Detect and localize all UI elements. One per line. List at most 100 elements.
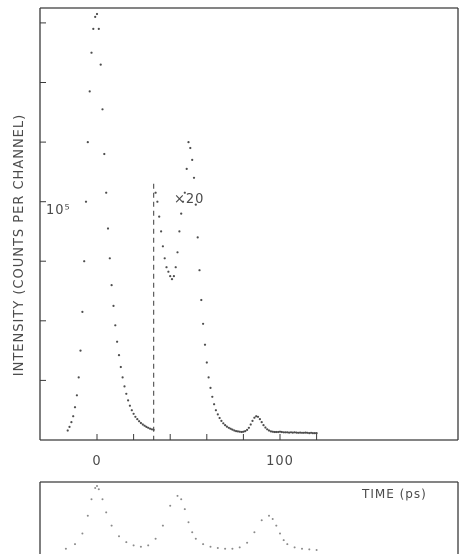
- data-point-x20: [266, 428, 269, 431]
- data-point: [112, 304, 115, 307]
- data-point-x20: [161, 245, 164, 248]
- data-point-x20: [189, 146, 192, 150]
- data-point-x20: [156, 200, 159, 203]
- data-point-x20: [209, 386, 212, 389]
- data-point: [101, 108, 104, 111]
- data-point-x20: [286, 431, 289, 434]
- data-point-x20: [251, 419, 254, 422]
- data-point-x20: [269, 430, 272, 433]
- data-point-x20: [231, 428, 234, 431]
- data-point-x20: [238, 430, 241, 433]
- reference-point: [216, 547, 219, 549]
- data-point: [97, 27, 100, 30]
- data-point: [92, 27, 95, 30]
- data-point: [83, 260, 86, 263]
- reference-point: [275, 524, 278, 527]
- reference-point: [96, 485, 98, 487]
- reference-point: [101, 498, 104, 501]
- data-point-x20: [244, 430, 247, 433]
- x-tick-label-100: 100: [266, 454, 294, 469]
- data-point-x20: [216, 413, 219, 416]
- data-point-x20: [205, 361, 208, 364]
- data-point-x20: [291, 431, 294, 434]
- data-point: [114, 324, 117, 327]
- reference-point: [169, 504, 172, 507]
- data-point-x20: [169, 275, 172, 278]
- data-point-x20: [178, 230, 181, 233]
- data-point: [116, 340, 119, 343]
- data-point: [130, 409, 133, 412]
- data-point-x20: [249, 423, 252, 426]
- data-point-x20: [213, 403, 216, 406]
- data-point: [66, 429, 69, 432]
- reference-point: [191, 531, 194, 534]
- reference-point: [118, 535, 120, 538]
- data-point: [84, 200, 88, 203]
- data-point: [73, 406, 77, 409]
- data-point: [70, 421, 73, 424]
- data-point-x20: [211, 395, 214, 398]
- reference-point: [176, 494, 179, 497]
- data-point: [143, 424, 146, 427]
- data-point: [145, 425, 148, 428]
- reference-point: [125, 541, 128, 544]
- reference-point: [183, 508, 186, 511]
- data-point: [128, 404, 131, 407]
- reference-point: [238, 546, 241, 549]
- reference-point: [253, 531, 256, 534]
- data-point: [106, 227, 110, 230]
- data-point: [103, 152, 106, 156]
- data-point: [88, 90, 91, 93]
- data-point-x20: [300, 431, 304, 434]
- data-point-x20: [229, 427, 232, 430]
- x-axis-ticks: [96, 434, 318, 440]
- data-point-x20: [278, 430, 282, 433]
- reference-point: [224, 547, 227, 550]
- reference-point: [161, 524, 164, 527]
- data-point-x20: [302, 431, 305, 434]
- series-main-points: [66, 12, 155, 432]
- data-point: [127, 399, 130, 402]
- data-point-x20: [224, 424, 227, 427]
- data-point-x20: [271, 430, 274, 433]
- data-point: [152, 428, 155, 431]
- reference-point: [194, 537, 197, 540]
- reference-point: [279, 532, 281, 535]
- data-point: [68, 425, 71, 428]
- reference-point: [187, 521, 190, 524]
- data-point: [81, 310, 84, 313]
- y-axis-ticks: [40, 22, 46, 381]
- data-point-x20: [264, 426, 267, 429]
- data-point-x20: [165, 266, 168, 269]
- data-point-x20: [194, 203, 197, 206]
- data-point-x20: [275, 430, 278, 434]
- data-point-x20: [258, 418, 261, 421]
- data-point: [86, 141, 89, 144]
- reference-point: [231, 547, 234, 550]
- data-point-x20: [273, 430, 276, 434]
- data-point-x20: [218, 416, 221, 420]
- reference-point: [202, 543, 205, 546]
- data-point-x20: [253, 416, 256, 419]
- reference-point: [260, 519, 263, 522]
- data-point-x20: [295, 431, 298, 434]
- x-tick-label-0: 0: [92, 454, 101, 469]
- data-point-x20: [196, 236, 199, 239]
- reference-point: [301, 547, 303, 550]
- data-point-x20: [203, 343, 207, 346]
- data-point: [94, 15, 97, 18]
- data-point-x20: [183, 191, 186, 194]
- data-point-x20: [154, 191, 157, 194]
- reference-point: [308, 548, 311, 551]
- data-point-x20: [176, 251, 179, 254]
- reference-point: [286, 543, 289, 546]
- reference-point: [139, 545, 142, 548]
- data-point-x20: [235, 430, 238, 433]
- reference-point: [132, 544, 135, 547]
- data-point-x20: [214, 409, 217, 412]
- data-point-x20: [289, 431, 293, 434]
- reference-point: [81, 532, 84, 535]
- data-point: [75, 394, 78, 397]
- data-point: [79, 349, 82, 352]
